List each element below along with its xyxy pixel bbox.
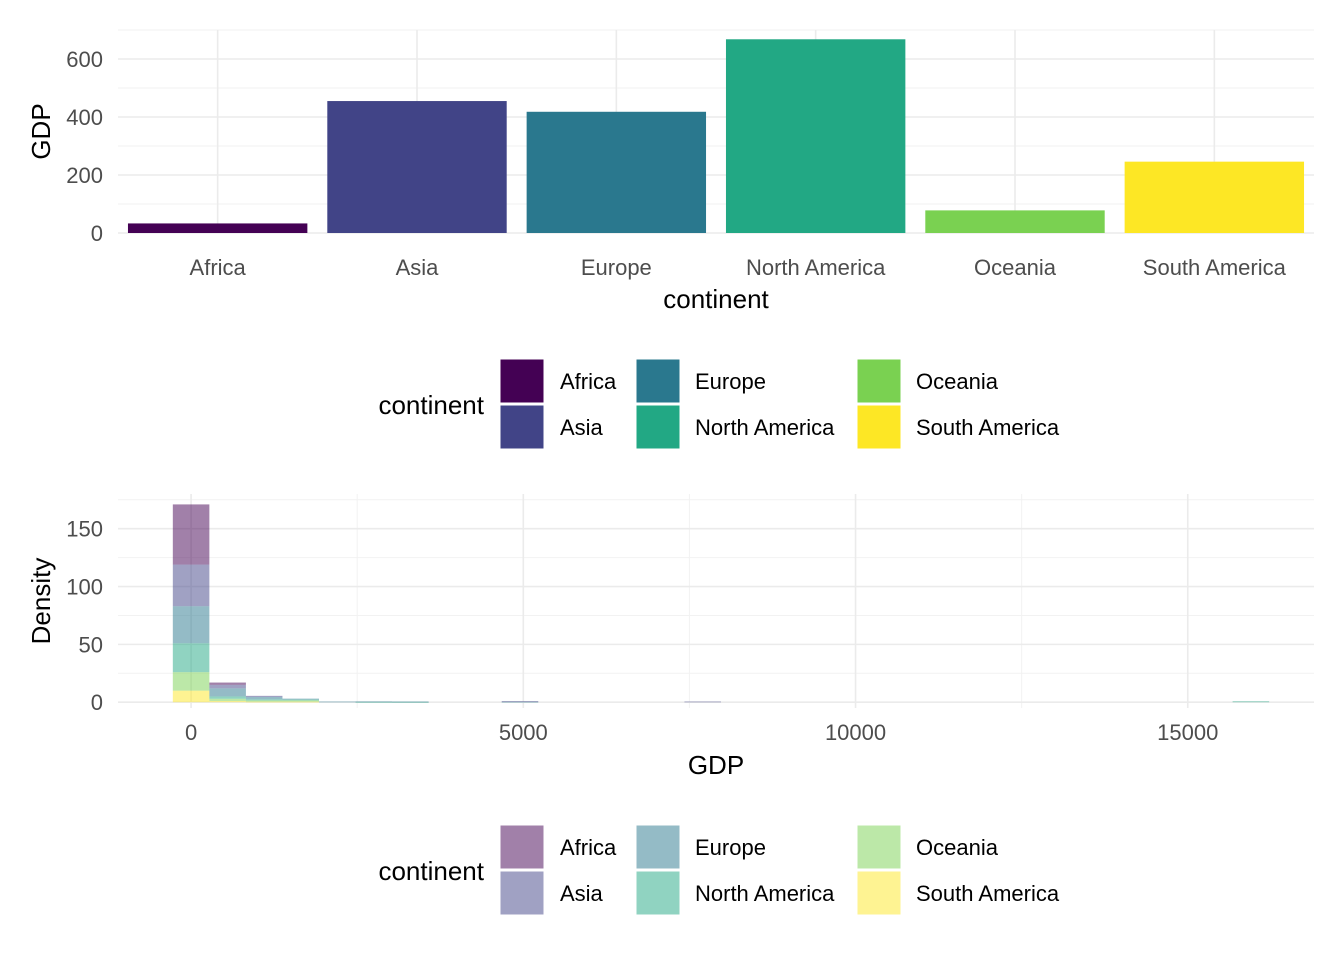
hist-bar-oceania [245,700,283,702]
y-tick-label: 200 [66,163,103,188]
hist-bar-africa [172,504,210,565]
hist-bar-oceania [282,700,319,702]
hist-bar-south-america [209,701,246,703]
legend-title: continent [378,390,484,420]
x-tick-label: 0 [185,720,197,745]
x-tick-label: North America [746,255,886,280]
hist-bar-europe [355,701,393,703]
bar-europe [526,111,707,233]
hist-bar-asia [245,695,283,698]
y-axis-title: Density [26,558,56,645]
y-tick-label: 50 [79,632,103,657]
legend-label: Asia [560,415,604,440]
x-tick-label: Asia [396,255,440,280]
x-axis-title: continent [663,284,769,314]
y-tick-label: 150 [66,517,103,542]
hist-bar-europe [318,701,356,703]
bar-oceania [925,210,1105,233]
x-tick-label: 10000 [825,720,886,745]
hist-bar-europe [501,701,539,703]
legend-label: Oceania [916,369,999,394]
x-tick-label: 5000 [499,720,548,745]
legend-key-europe [635,358,681,404]
y-tick-label: 600 [66,47,103,72]
x-tick-label: South America [1143,255,1287,280]
legend-key-oceania [856,824,902,870]
legend-label: Oceania [916,835,999,860]
hist-bar-europe [392,701,429,703]
hist-bar-south-america [172,690,210,703]
legend-key-south-america [856,404,902,450]
hist-bar-north-america [172,643,210,673]
y-tick-label: 0 [91,690,103,715]
hist-bar-europe [172,606,210,644]
x-tick-label: 15000 [1157,720,1218,745]
hist-bar-asia [501,701,539,702]
bar-asia [327,101,507,233]
hist-bar-north-america [355,701,393,703]
hist-bar-oceania [172,672,210,691]
legend-label: Europe [695,835,766,860]
hist-bar-oceania [209,698,246,702]
hist-bar-north-america [245,699,283,701]
x-tick-label: Oceania [974,255,1057,280]
legend-key-north-america [635,870,681,916]
x-axis-title: GDP [688,750,744,780]
y-tick-label: 100 [66,575,103,600]
hist-bar-europe [245,697,283,700]
bar-north-america [725,39,906,233]
legend-title: continent [378,856,484,886]
legend-key-africa [499,824,545,870]
hist-bar-south-america [245,701,283,703]
bar-south-america [1124,161,1305,233]
y-axis-title: GDP [26,103,56,159]
hist-bar-africa [209,682,246,685]
legend-key-europe [635,824,681,870]
legend-key-south-america [856,870,902,916]
legend-label: Asia [560,881,604,906]
hist-bar-europe [282,698,319,700]
legend-label: Europe [695,369,766,394]
y-tick-label: 400 [66,105,103,130]
hist-bar-asia [209,684,246,689]
legend-label: North America [695,415,835,440]
legend-key-africa [499,358,545,404]
hist-bar-south-america [282,701,319,703]
legend-label: North America [695,881,835,906]
histogram-panel: 0 50 100 150 0 5000 10000 15000 GDP Density [26,494,1314,780]
legend-key-asia [499,404,545,450]
hist-bar-north-america [1232,701,1270,703]
hist-bar-north-america [209,696,246,699]
bar-africa [127,223,308,233]
hist-bar-asia [684,701,721,703]
legend-label: Africa [560,835,617,860]
x-tick-label: Africa [190,255,247,280]
legend-key-asia [499,870,545,916]
histogram-legend: continent Africa Asia Europe North America Oc… [378,824,1060,916]
hist-bar-asia [172,564,210,607]
hist-bar-north-america [282,699,319,701]
legend-label: South America [916,881,1060,906]
x-tick-label: Europe [581,255,652,280]
legend-key-north-america [635,404,681,450]
hist-bar-europe [209,688,246,697]
bar-chart-panel: 0 200 400 600 Africa Asia Europe North America O… [26,29,1314,314]
bar-chart-legend: continent Africa Asia Europe North America Oc… [378,358,1060,450]
legend-label: Africa [560,369,617,394]
legend-key-oceania [856,358,902,404]
legend-label: South America [916,415,1060,440]
y-tick-label: 0 [91,221,103,246]
